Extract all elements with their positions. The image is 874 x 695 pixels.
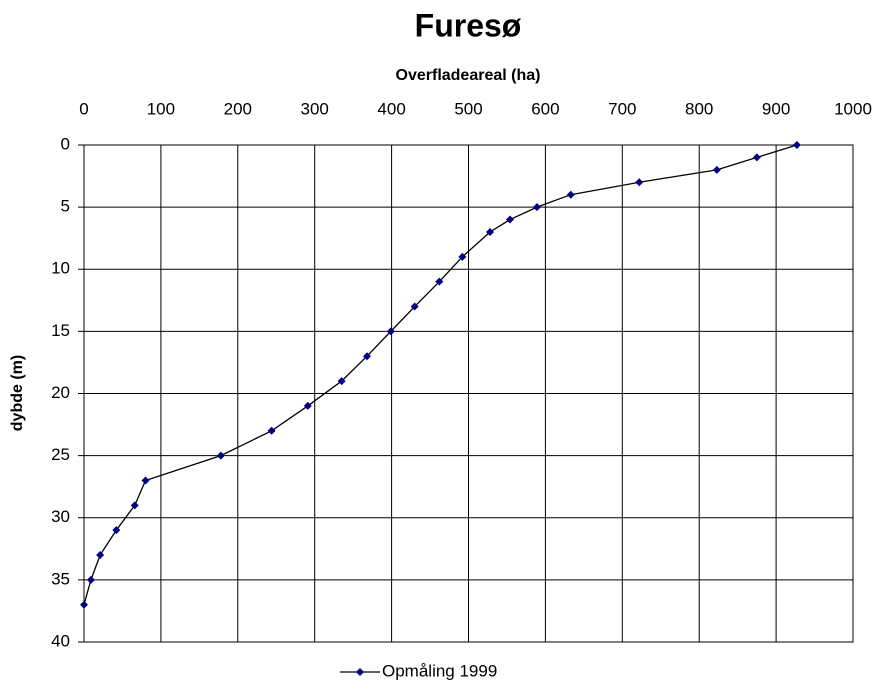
- data-point: [792, 141, 801, 149]
- data-point: [435, 277, 444, 286]
- data-point: [752, 153, 761, 162]
- data-point: [635, 178, 644, 187]
- y-tick-label: 30: [51, 507, 70, 526]
- y-tick-label: 20: [51, 383, 70, 402]
- legend-marker: [356, 668, 364, 676]
- x-tick-label: 200: [224, 99, 252, 118]
- data-point: [566, 190, 575, 199]
- x-tick-label: 700: [608, 99, 636, 118]
- data-point: [96, 551, 105, 560]
- data-point: [410, 302, 419, 311]
- y-tick-label: 15: [51, 321, 70, 340]
- data-point: [80, 600, 88, 609]
- data-point: [506, 215, 515, 224]
- y-tick-label: 25: [51, 445, 70, 464]
- data-point: [216, 451, 225, 460]
- data-point: [112, 526, 121, 535]
- data-point: [532, 203, 541, 212]
- series-line: [83, 144, 798, 605]
- plot-border: [83, 144, 854, 643]
- x-axis-label: Overfladeareal (ha): [396, 67, 541, 84]
- legend-label: Opmåling 1999: [382, 661, 497, 680]
- x-tick-label: 0: [79, 99, 88, 118]
- chart-title: Furesø: [415, 7, 522, 43]
- data-point: [141, 476, 150, 485]
- y-axis-label: dybde (m): [9, 355, 26, 431]
- x-tick-label: 300: [301, 99, 329, 118]
- data-point: [458, 252, 467, 261]
- data-point: [130, 501, 139, 510]
- data-point: [267, 426, 276, 435]
- data-point: [712, 165, 721, 174]
- y-tick-label: 5: [61, 197, 70, 216]
- data-point: [86, 575, 95, 584]
- y-tick-label: 35: [51, 569, 70, 588]
- data-point: [303, 401, 312, 410]
- y-tick-label: 10: [51, 259, 70, 278]
- x-tick-label: 500: [454, 99, 482, 118]
- x-tick-label: 400: [377, 99, 405, 118]
- x-tick-label: 100: [147, 99, 175, 118]
- data-point: [386, 327, 395, 336]
- x-tick-label: 900: [762, 99, 790, 118]
- data-point: [337, 377, 346, 386]
- x-tick-label: 800: [685, 99, 713, 118]
- data-point: [486, 227, 495, 236]
- x-tick-label: 600: [531, 99, 559, 118]
- data-point: [362, 352, 371, 361]
- y-tick-label: 0: [61, 134, 70, 153]
- y-tick-label: 40: [51, 631, 70, 650]
- x-tick-label: 1000: [834, 99, 872, 118]
